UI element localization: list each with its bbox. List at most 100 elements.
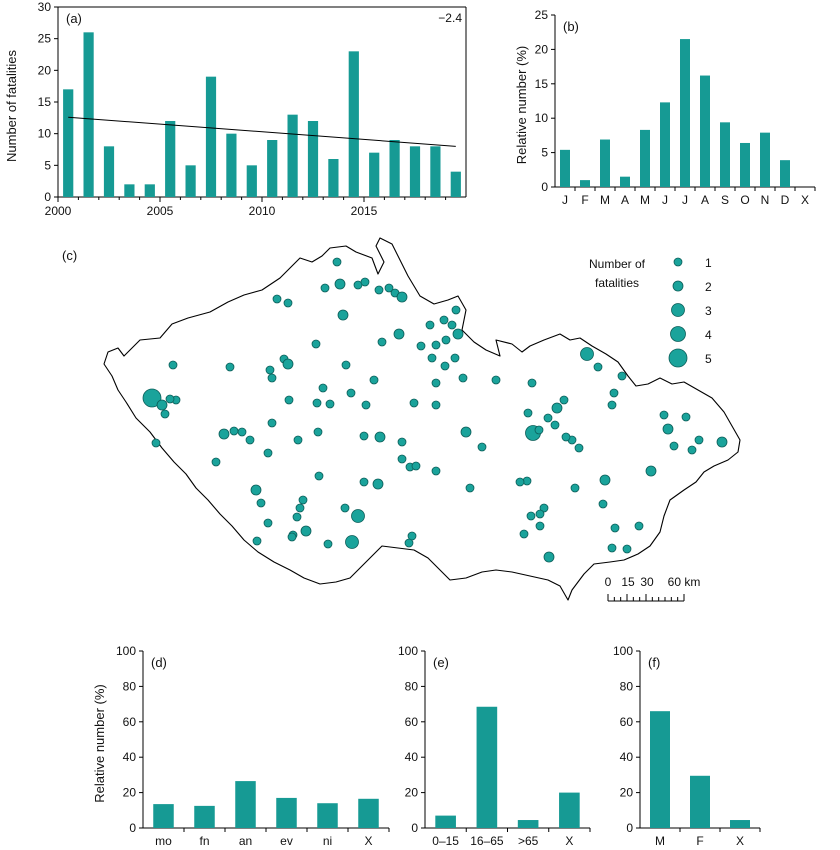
x-tick-label: A	[621, 193, 629, 207]
x-tick-label: 2015	[351, 204, 378, 218]
x-tick-label: J	[662, 193, 668, 207]
fatality-dot	[323, 539, 333, 549]
y-tick-label: 20	[38, 63, 52, 77]
fatality-dot	[229, 426, 239, 436]
fatality-dot	[340, 503, 350, 513]
bar	[185, 165, 196, 197]
bar	[580, 180, 590, 187]
panel-a: 0 5 10 15 20 25 30 2000 2005 2010 2015 −2.4 (a) Numbe…	[4, 0, 467, 218]
fatality-dot	[535, 509, 545, 519]
trend-line	[68, 116, 456, 147]
bar	[369, 152, 380, 197]
scale-label-60: 60 km	[668, 575, 701, 589]
fatality-dot	[374, 285, 384, 295]
y-axis-label: Relative number (%)	[92, 684, 107, 803]
bar	[560, 149, 570, 187]
fatality-locations	[142, 257, 728, 563]
fatality-dot	[580, 347, 594, 361]
fatality-dot	[607, 400, 617, 410]
fatality-dot	[662, 423, 674, 435]
fatality-dot	[256, 498, 266, 508]
fatality-dot	[314, 471, 324, 481]
bar	[103, 146, 115, 197]
bar	[83, 32, 94, 198]
bar	[476, 706, 498, 828]
panel-c-map: (c) Number of fatalities 1 2 3 4 5 0 15 30 6…	[62, 237, 741, 602]
fatality-dot	[427, 353, 437, 363]
fatality-dot	[298, 495, 308, 505]
fatality-dot	[431, 378, 441, 388]
x-tick-label: 2000	[45, 204, 72, 218]
x-tick-label: 0–15	[432, 834, 459, 848]
bar	[194, 805, 215, 828]
x-tick-label: X	[364, 834, 372, 848]
fatality-dot	[282, 358, 294, 370]
fatality-dot	[312, 398, 322, 408]
bar	[517, 820, 539, 828]
bar	[235, 781, 256, 828]
fatality-dot	[559, 395, 569, 405]
y-tick-label: 80	[123, 679, 137, 693]
bar	[650, 711, 670, 828]
y-tick-label: 15	[535, 77, 549, 91]
fatality-dot	[372, 478, 384, 490]
scale-bar: 0 15 30 60 km	[605, 575, 701, 602]
fatality-dot	[409, 398, 419, 408]
y-tick-label: 40	[123, 750, 137, 764]
panel-c-label: (c)	[62, 248, 77, 263]
x-tick-label: >65	[518, 834, 539, 848]
bar	[760, 132, 770, 187]
fatality-dot	[283, 298, 293, 308]
x-tick-label: O	[740, 193, 749, 207]
x-tick-label: 16–65	[470, 834, 504, 848]
legend-dot	[671, 303, 685, 317]
bar	[780, 160, 790, 187]
fatality-dot	[225, 362, 235, 372]
fatality-dot	[151, 438, 161, 448]
legend-value: 1	[705, 256, 712, 270]
y-tick-label: 5	[541, 146, 548, 160]
fatality-dot	[263, 448, 273, 458]
x-tick-label: F	[581, 193, 588, 207]
fatality-dot	[411, 461, 421, 471]
fatality-dot	[539, 503, 549, 513]
bar	[328, 159, 339, 197]
x-tick-label: A	[701, 193, 709, 207]
fatality-dot	[325, 399, 335, 409]
fatality-dot	[345, 535, 359, 549]
fatality-dot	[142, 388, 162, 408]
fatality-dot	[610, 523, 620, 533]
fatality-dot	[550, 420, 560, 430]
fatality-dot	[252, 536, 262, 546]
fatality-dot	[334, 278, 346, 290]
trend-annotation: −2.4	[438, 11, 462, 25]
bar	[287, 114, 298, 197]
y-tick-label: 0	[411, 821, 418, 835]
fatality-dot	[451, 305, 461, 315]
bar	[559, 792, 580, 828]
bar	[690, 775, 710, 828]
fatality-dot	[404, 538, 414, 548]
bar	[720, 122, 730, 187]
legend-title-line-2: fatalities	[595, 276, 639, 290]
y-axis-label: Number of fatalities	[4, 50, 19, 162]
fatality-dot	[535, 521, 545, 531]
fatality-dot	[359, 477, 369, 487]
bar	[165, 121, 176, 197]
fatality-dot	[265, 365, 275, 375]
fatality-dot	[617, 371, 627, 381]
fatality-dot	[694, 435, 704, 445]
bar	[358, 798, 379, 828]
legend-dot	[670, 326, 686, 342]
fatality-dot	[607, 543, 617, 553]
fatality-dot	[681, 412, 691, 422]
y-tick-label: 20	[405, 786, 419, 800]
fatality-dot	[465, 483, 475, 493]
fatality-dot	[267, 418, 277, 428]
fatality-dot	[337, 309, 349, 321]
x-tick-label: fn	[199, 834, 209, 848]
bar	[660, 102, 670, 187]
fatality-dot	[669, 441, 679, 451]
